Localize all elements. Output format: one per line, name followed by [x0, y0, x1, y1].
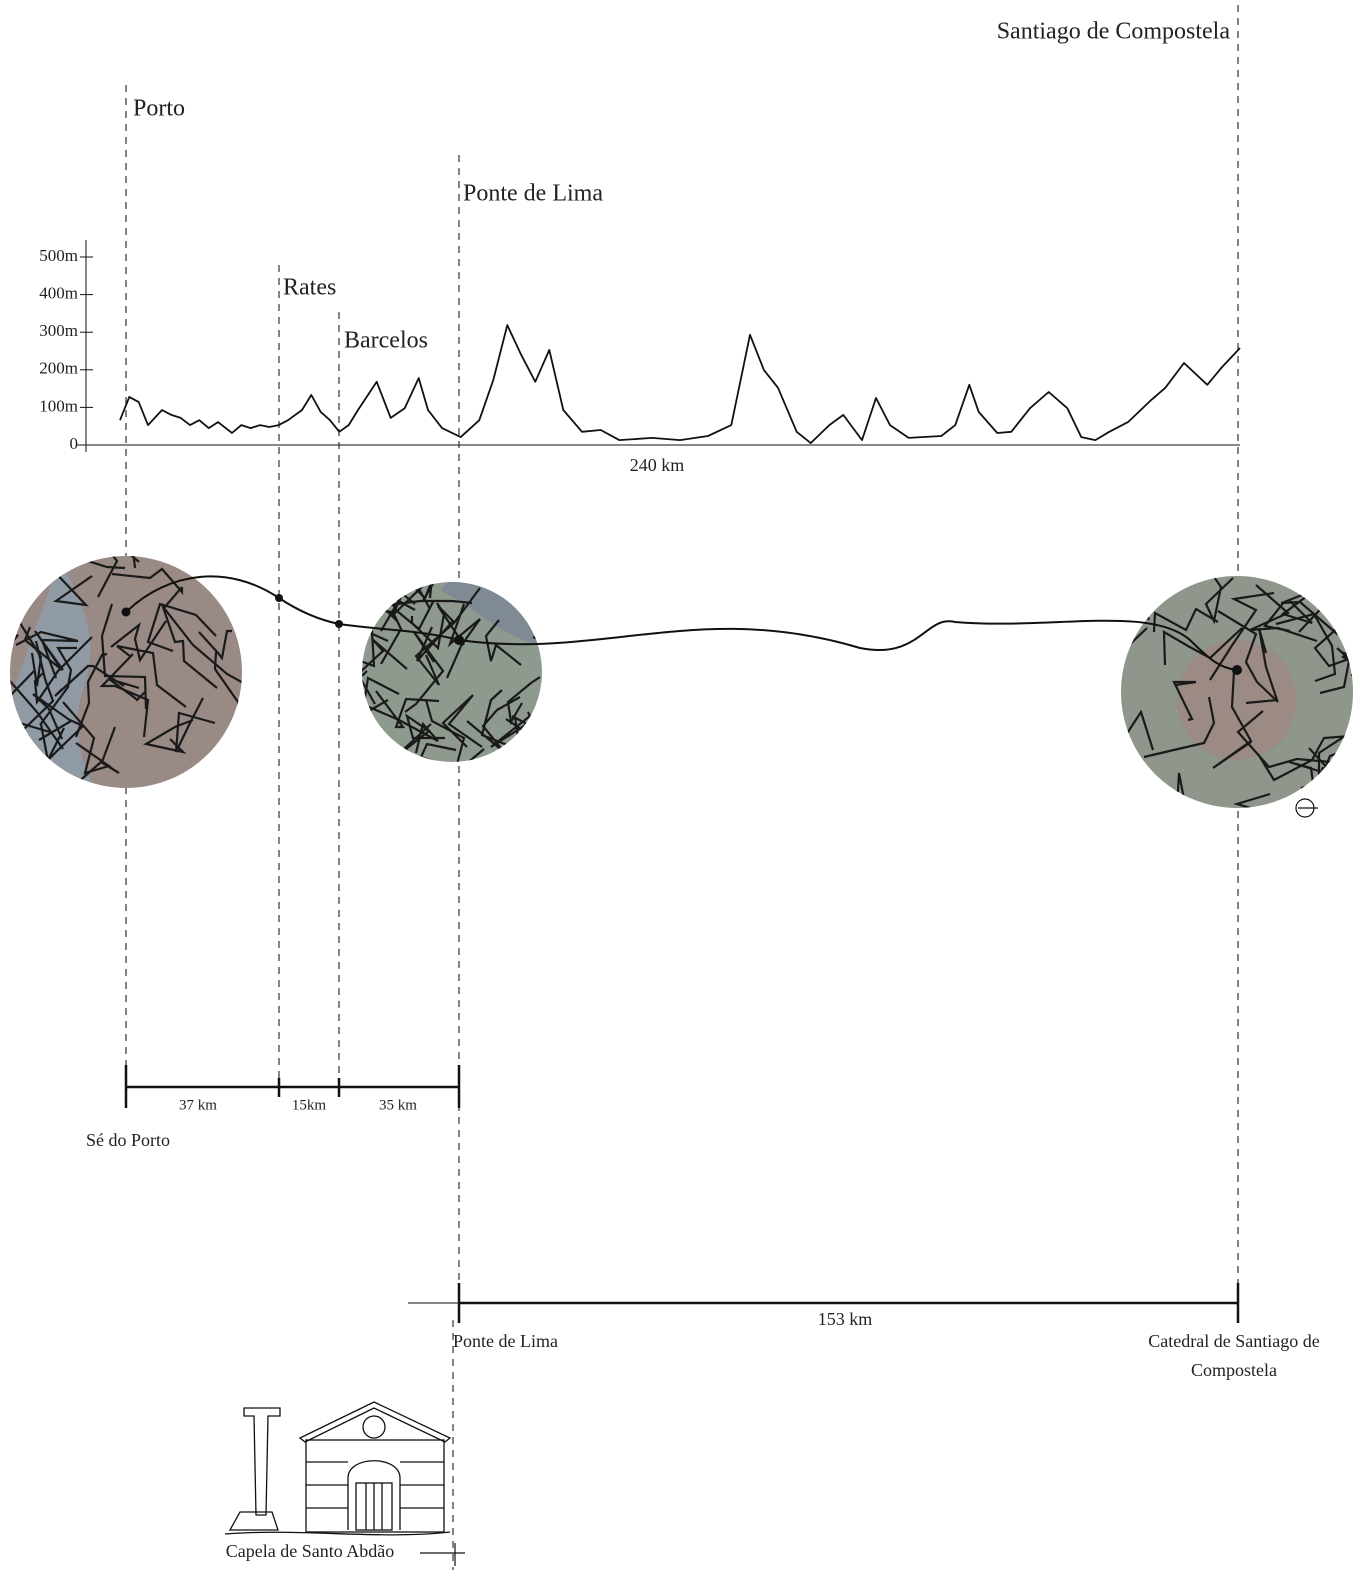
street [0, 554, 29, 587]
segment-label: 35 km [379, 1097, 417, 1113]
distance-label: 153 km [818, 1309, 873, 1329]
elevation-line [120, 325, 1240, 443]
place-label: Barcelos [344, 328, 428, 354]
old-town [1177, 640, 1297, 760]
chapel-sketch [225, 1402, 450, 1535]
street [1317, 540, 1345, 581]
north-arrow [1296, 799, 1318, 817]
elevation-chart: 0 100m 200m 300m 400m 500m [39, 246, 1240, 453]
route-stops [122, 594, 1243, 675]
street [361, 521, 415, 604]
y-tick-label: 100m [39, 396, 78, 415]
street [1163, 535, 1194, 588]
chapel-label: Capela de Santo Abdão [226, 1541, 394, 1561]
leg-start: Ponte de Lima [453, 1331, 558, 1351]
street [1351, 644, 1370, 699]
street [1071, 541, 1138, 628]
maps [0, 485, 1370, 868]
street [318, 671, 367, 714]
route [126, 576, 1237, 670]
street [9, 485, 58, 556]
stop [1232, 665, 1242, 675]
y-tick-label: 400m [39, 284, 78, 303]
place-label: Porto [133, 96, 185, 122]
route-diagram: Santiago de Compostela Porto Ponte de Li… [0, 0, 1370, 1575]
y-tick-label: 0 [70, 434, 79, 453]
leg-end: Catedral de Santiago de [1148, 1331, 1319, 1351]
place-label: Ponte de Lima [463, 181, 603, 207]
leg-end: Compostela [1191, 1360, 1277, 1380]
place-label: Santiago de Compostela [997, 19, 1231, 45]
y-tick-label: 200m [39, 359, 78, 378]
segment-label: 37 km [179, 1097, 217, 1113]
chapel-marker [420, 1543, 465, 1566]
x-axis-label: 240 km [630, 455, 685, 475]
y-tick-label: 500m [39, 246, 78, 265]
street [1318, 766, 1360, 804]
start-label: Sé do Porto [86, 1130, 170, 1150]
stop [122, 608, 131, 617]
stop [275, 594, 283, 602]
place-label: Rates [283, 275, 336, 301]
stop [335, 620, 343, 628]
segment-label: 15km [292, 1097, 327, 1113]
street [536, 695, 616, 726]
stop [454, 635, 464, 645]
street [1150, 525, 1207, 580]
y-tick-label: 300m [39, 321, 78, 340]
